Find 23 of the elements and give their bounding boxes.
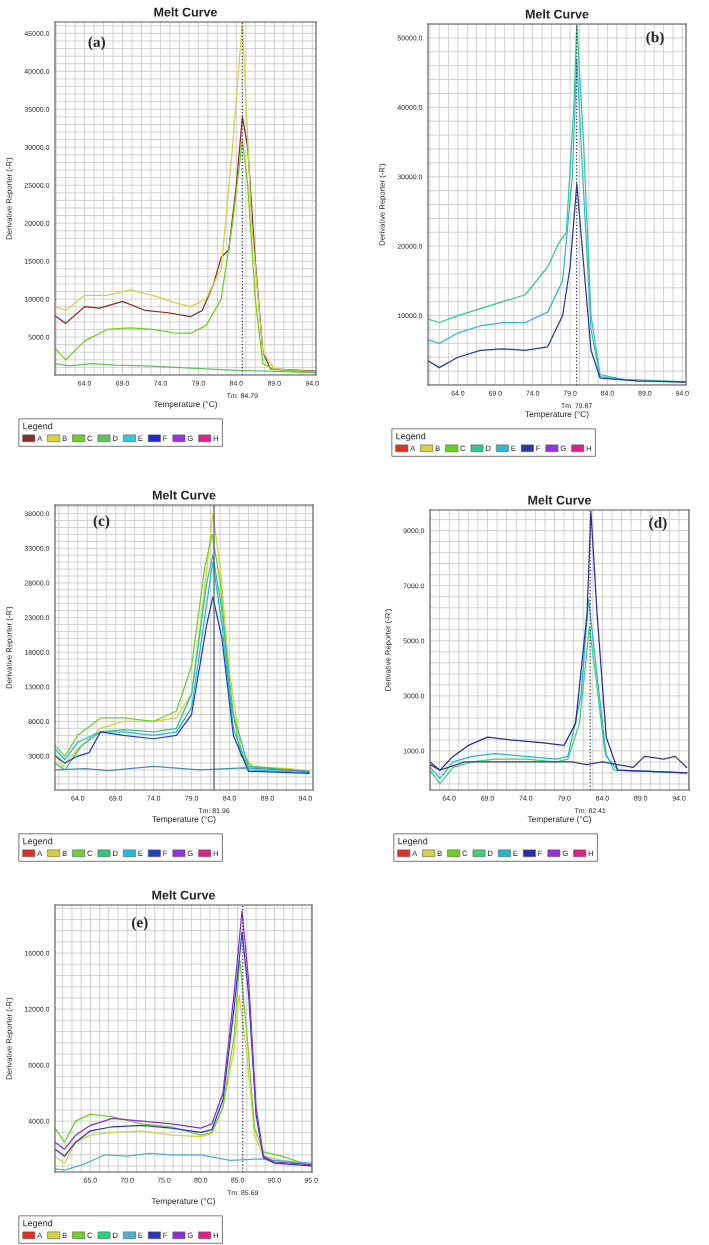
legend-title: Legend	[23, 837, 53, 847]
chart-title: Melt Curve	[525, 9, 589, 19]
annotation: (d)	[649, 517, 667, 531]
annotation: (a)	[88, 36, 105, 51]
chart-title: Melt Curve	[154, 7, 218, 17]
legend-title: Legend	[23, 422, 53, 432]
annotation: (c)	[93, 515, 110, 530]
legend-title: Legend	[396, 432, 426, 442]
chart-title: Melt Curve	[152, 490, 216, 500]
annotation: (e)	[132, 916, 148, 931]
line-series	[55, 22, 316, 373]
x-axis-title: Temperature (°C)	[152, 815, 216, 824]
chart-title: Melt Curve	[528, 495, 592, 505]
x-axis-title: Temperature (°C)	[527, 815, 591, 824]
legend-title: Legend	[398, 837, 428, 847]
annotation: (b)	[646, 31, 664, 46]
legend-title: Legend	[23, 1219, 53, 1229]
x-axis-title: Temperature (°C)	[153, 400, 217, 409]
chart-title: Melt Curve	[152, 890, 216, 900]
x-axis-title: Temperature (°C)	[525, 410, 589, 419]
line-series	[55, 596, 310, 775]
line-series	[430, 755, 688, 771]
x-axis-title: Temperature (°C)	[151, 1197, 215, 1206]
